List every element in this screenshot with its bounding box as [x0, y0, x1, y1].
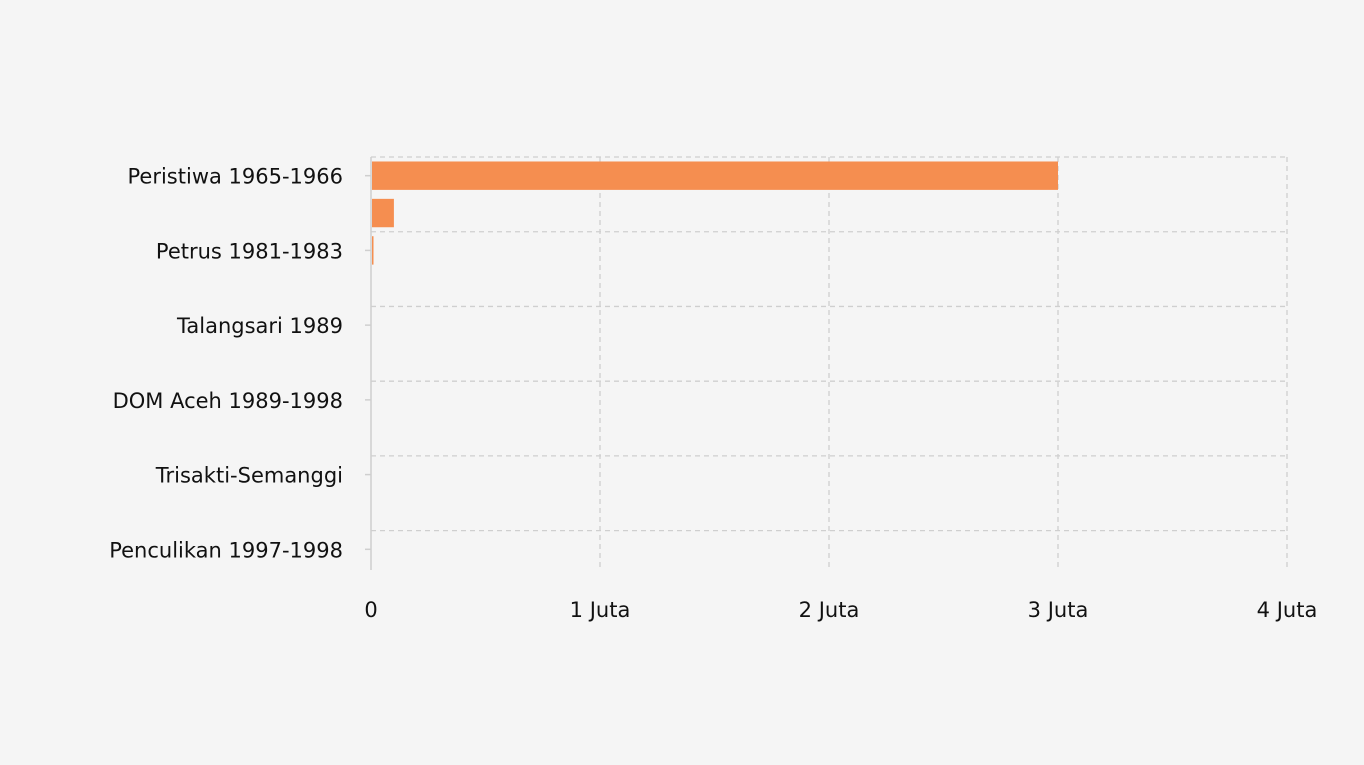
category-label: Trisakti-Semanggi — [155, 464, 343, 488]
category-label: Peristiwa 1965-1966 — [128, 165, 344, 189]
x-tick-label: 2 Juta — [799, 598, 860, 622]
x-tick-label: 3 Juta — [1028, 598, 1089, 622]
grid — [370, 156, 1288, 570]
x-tick-label: 0 — [364, 598, 377, 622]
category-label: DOM Aceh 1989-1998 — [113, 389, 343, 413]
x-tick-label: 1 Juta — [570, 598, 631, 622]
category-labels: Peristiwa 1965-1966 Petrus 1981-1983 Talan… — [109, 165, 371, 562]
bar — [372, 198, 394, 228]
x-tick-label: 4 Juta — [1257, 598, 1318, 622]
bars — [372, 161, 1058, 265]
category-label: Talangsari 1989 — [176, 314, 343, 338]
bar — [372, 236, 374, 265]
category-label: Penculikan 1997-1998 — [109, 538, 343, 562]
bar — [372, 161, 1058, 190]
category-label: Petrus 1981-1983 — [156, 239, 343, 263]
x-tick-labels: 0 1 Juta 2 Juta 3 Juta 4 Juta — [364, 598, 1317, 622]
